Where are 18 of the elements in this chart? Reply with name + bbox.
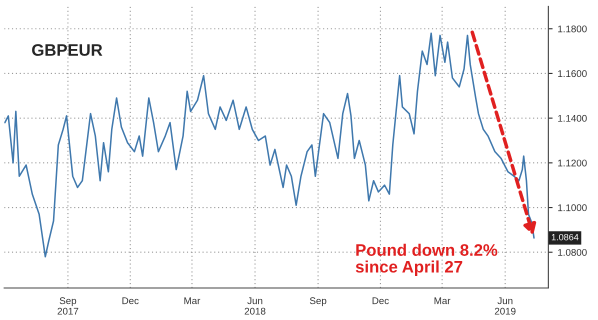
y-tick-label: 1.1400: [558, 114, 587, 122]
x-tick-label: Jun 2019: [494, 297, 516, 315]
y-tick-label: 1.1800: [558, 25, 587, 32]
y-tick-label: 1.1200: [558, 160, 587, 166]
x-tick-label: Mar: [434, 297, 450, 304]
text: GBPEUR: [32, 44, 102, 56]
x-tick-label: Jun 2018: [244, 297, 266, 315]
y-tick-label: 1.0800: [558, 248, 587, 256]
x-tick-label: Mar: [184, 297, 200, 304]
x-tick-label: Sep 2017: [58, 297, 78, 315]
y-tick-label: 1.1000: [558, 204, 587, 212]
x-tick-label: Dec: [122, 297, 139, 304]
annotation: Pound down 8.2% since April 27: [356, 244, 498, 276]
line-series: [4, 32, 535, 258]
x-tick-label: Dec: [372, 297, 389, 304]
x-tick-label: Sep: [310, 297, 326, 306]
y-tick-label: 1.1600: [558, 70, 587, 78]
annotation: 1.0864: [552, 234, 578, 240]
